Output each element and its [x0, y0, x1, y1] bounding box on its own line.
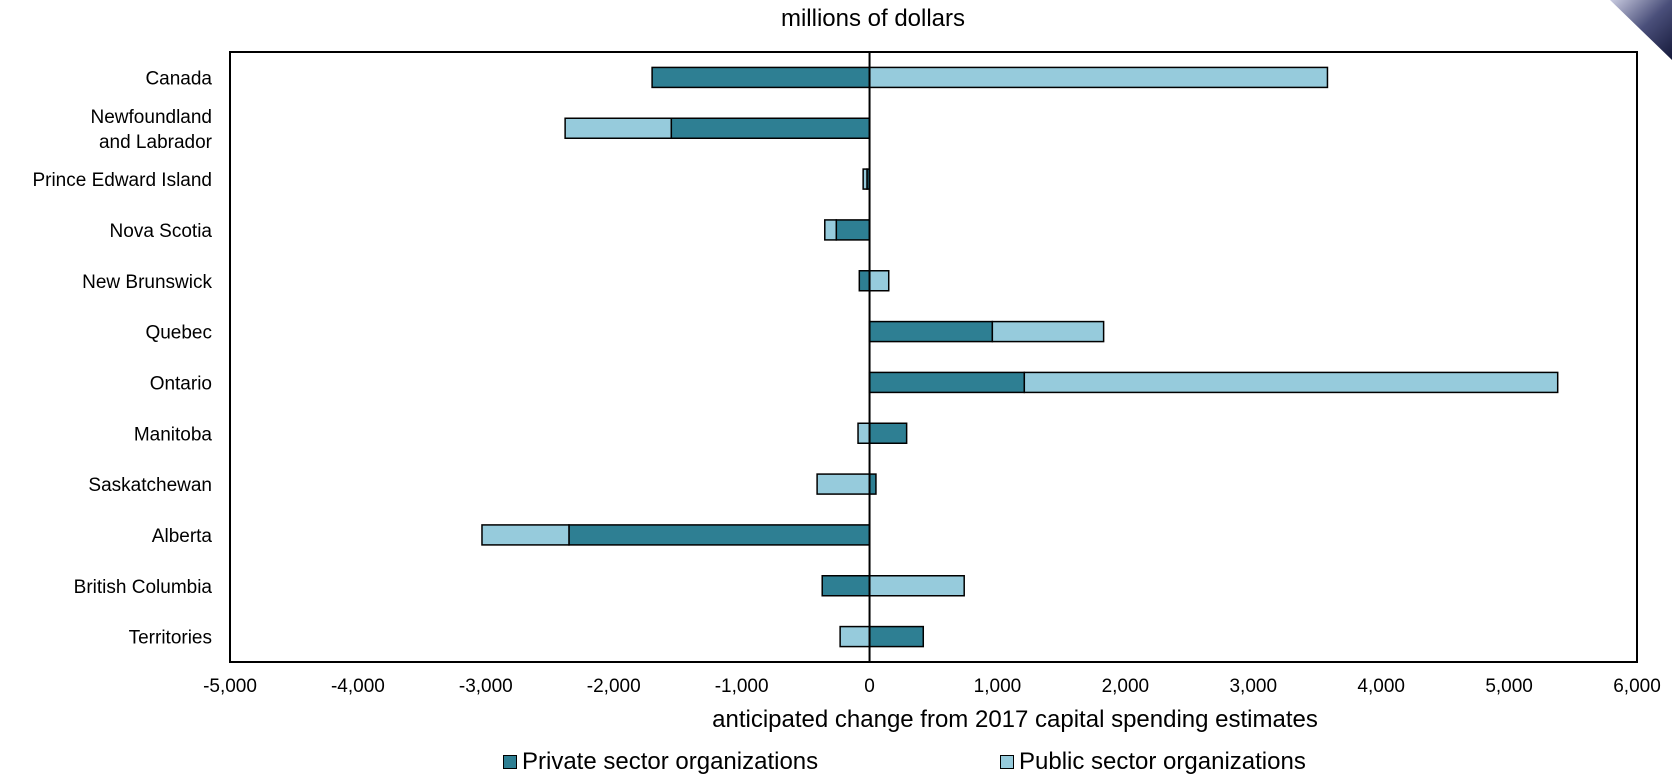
- category-label-10: British Columbia: [74, 577, 213, 598]
- x-tick-label-0: -5,000: [203, 676, 257, 697]
- bar-public-7: [857, 422, 871, 444]
- bar-private-6: [868, 371, 1026, 394]
- x-tick-label-5: 0: [864, 676, 875, 697]
- bar-private-4: [858, 270, 871, 292]
- x-tick-label-6: 1,000: [974, 676, 1022, 697]
- x-tick-label-8: 3,000: [1229, 676, 1277, 697]
- bar-private-10: [821, 575, 871, 597]
- chart-title: millions of dollars: [781, 5, 965, 32]
- bar-public-1: [564, 117, 673, 139]
- legend: Private sector organizations Public sect…: [0, 750, 1672, 780]
- bar-public-2: [862, 168, 868, 190]
- bar-public-5: [991, 320, 1105, 343]
- x-tick-label-7: 2,000: [1102, 676, 1150, 697]
- category-label-9: Alberta: [152, 526, 213, 547]
- category-label-8: Saskatchewan: [88, 475, 212, 496]
- category-label-0: Canada: [145, 68, 212, 89]
- category-labels: Canada Newfoundland and Labrador Prince Edw…: [32, 68, 212, 648]
- bar-public-0: [868, 66, 1329, 89]
- bar-public-8: [816, 473, 871, 495]
- plot-area-frame: [229, 51, 1638, 663]
- legend-swatch-private: [503, 755, 517, 769]
- x-tick-label-3: -2,000: [587, 676, 641, 697]
- bar-public-4: [868, 270, 890, 292]
- bar-private-5: [868, 320, 994, 343]
- category-label-6: Ontario: [150, 373, 212, 394]
- bar-private-0: [651, 66, 871, 89]
- x-axis-title: anticipated change from 2017 capital spe…: [712, 706, 1318, 733]
- x-tick-label-10: 5,000: [1485, 676, 1533, 697]
- legend-label-private: Private sector organizations: [522, 748, 819, 775]
- corner-decoration: [1610, 0, 1672, 60]
- category-label-1: Newfoundland and Labrador: [91, 107, 213, 153]
- bar-public-6: [1023, 371, 1559, 394]
- legend-label-public: Public sector organizations: [1019, 748, 1306, 775]
- category-label-2: Prince Edward Island: [32, 170, 212, 191]
- bars-group: [481, 66, 1559, 648]
- bar-private-1: [670, 117, 871, 139]
- legend-item-private: Private sector organizations: [503, 750, 818, 774]
- category-label-4: New Brunswick: [82, 272, 212, 293]
- x-tick-label-1: -4,000: [331, 676, 385, 697]
- x-tick-label-9: 4,000: [1357, 676, 1405, 697]
- x-tick-label-11: 6,000: [1613, 676, 1661, 697]
- legend-swatch-public: [1000, 755, 1014, 769]
- bar-private-11: [868, 625, 925, 648]
- bar-public-11: [839, 625, 871, 648]
- bar-public-10: [868, 575, 965, 597]
- category-label-3: Nova Scotia: [110, 221, 213, 242]
- x-tick-label-4: -1,000: [715, 676, 769, 697]
- bar-public-9: [481, 524, 570, 546]
- category-label-5: Quebec: [145, 323, 212, 344]
- bar-public-3: [824, 219, 838, 241]
- bar-private-9: [568, 524, 871, 546]
- x-tick-label-2: -3,000: [459, 676, 513, 697]
- category-label-11: Territories: [129, 628, 212, 649]
- legend-item-public: Public sector organizations: [1000, 750, 1306, 774]
- x-tick-labels: -5,000 -4,000 -3,000 -2,000 -1,000 0 1,000 2,00…: [203, 676, 1661, 697]
- bar-private-7: [868, 422, 908, 444]
- category-label-7: Manitoba: [134, 424, 213, 445]
- bar-private-3: [835, 219, 871, 241]
